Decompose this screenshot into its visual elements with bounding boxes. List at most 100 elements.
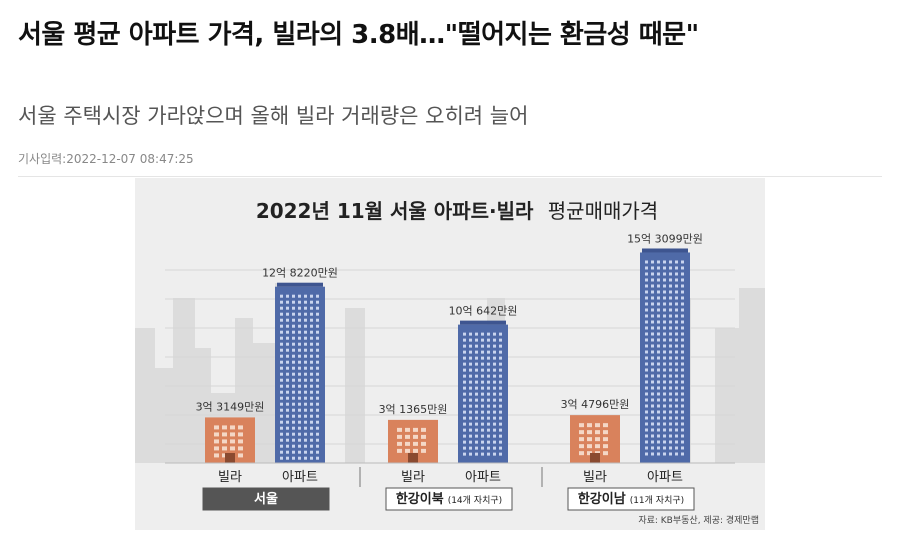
building-window — [286, 348, 289, 352]
building-window — [475, 356, 478, 360]
building-window — [298, 306, 301, 310]
chart-figure: 2022년 11월 서울 아파트·빌라 평균매매가격 3억 3149만원 12억 … — [135, 178, 765, 530]
building-window — [675, 350, 678, 354]
building-window — [280, 408, 283, 412]
building-window — [651, 296, 654, 300]
building-window — [298, 354, 301, 358]
building-window — [280, 372, 283, 376]
building-window — [405, 448, 410, 453]
building-window — [657, 350, 660, 354]
building-window — [499, 380, 502, 384]
building-window — [481, 404, 484, 408]
building-window — [298, 342, 301, 346]
building-window — [469, 446, 472, 450]
building-window — [645, 404, 648, 408]
building-window — [645, 344, 648, 348]
building-window — [681, 308, 684, 312]
building-window — [475, 452, 478, 456]
building-window — [669, 308, 672, 312]
building-window — [238, 453, 243, 458]
building-window — [499, 446, 502, 450]
building-window — [304, 396, 307, 400]
building-window — [286, 414, 289, 418]
building-window — [645, 440, 648, 444]
building-window — [298, 318, 301, 322]
building-window — [493, 392, 496, 396]
building-window — [463, 374, 466, 378]
building-window — [603, 444, 608, 449]
building-window — [651, 398, 654, 402]
building-window — [499, 416, 502, 420]
building-window — [214, 453, 219, 458]
building-window — [681, 446, 684, 450]
building-window — [292, 318, 295, 322]
building-window — [316, 330, 319, 334]
building-window — [310, 438, 313, 442]
building-window — [663, 278, 666, 282]
building-window — [310, 426, 313, 430]
building-window — [493, 446, 496, 450]
building-door — [225, 453, 235, 463]
building-window — [298, 360, 301, 364]
building-window — [651, 404, 654, 408]
chart-title: 2022년 11월 서울 아파트·빌라 평균매매가격 — [256, 199, 658, 223]
building-window — [298, 324, 301, 328]
building-window — [657, 362, 660, 366]
building-window — [603, 437, 608, 442]
building-window — [304, 450, 307, 454]
building-window — [493, 398, 496, 402]
building-window — [493, 368, 496, 372]
building-window — [663, 332, 666, 336]
building-window — [675, 308, 678, 312]
building-window — [663, 368, 666, 372]
building-window — [499, 422, 502, 426]
building-roof — [642, 248, 688, 253]
building-window — [286, 456, 289, 460]
building-window — [397, 427, 402, 432]
building-window — [463, 428, 466, 432]
building-window — [651, 362, 654, 366]
building-window — [316, 402, 319, 406]
building-window — [298, 450, 301, 454]
building-window — [304, 408, 307, 412]
building-window — [499, 350, 502, 354]
building-window — [280, 330, 283, 334]
building-window — [310, 444, 313, 448]
building-window — [304, 402, 307, 406]
building-window — [286, 396, 289, 400]
building-window — [310, 414, 313, 418]
skyline-building — [253, 343, 275, 463]
building-window — [663, 386, 666, 390]
building-window — [681, 290, 684, 294]
building-window — [310, 312, 313, 316]
building-window — [316, 306, 319, 310]
building-window — [493, 344, 496, 348]
building-window — [310, 456, 313, 460]
building-window — [657, 368, 660, 372]
building-window — [487, 344, 490, 348]
building-window — [304, 414, 307, 418]
building-window — [292, 330, 295, 334]
building-window — [286, 306, 289, 310]
building-window — [304, 366, 307, 370]
building-window — [230, 439, 235, 444]
building-window — [663, 434, 666, 438]
building-window — [475, 350, 478, 354]
building-window — [663, 362, 666, 366]
data-label: 12억 8220만원 — [262, 267, 338, 280]
building-window — [310, 402, 313, 406]
building-window — [681, 338, 684, 342]
building-window — [681, 302, 684, 306]
building-window — [316, 324, 319, 328]
building-window — [310, 378, 313, 382]
building-window — [645, 422, 648, 426]
building-window — [675, 320, 678, 324]
building-window — [487, 398, 490, 402]
building-window — [469, 350, 472, 354]
building-window — [230, 432, 235, 437]
building-window — [304, 300, 307, 304]
building-window — [645, 416, 648, 420]
divider — [18, 176, 882, 177]
building-window — [645, 296, 648, 300]
building-window — [657, 428, 660, 432]
